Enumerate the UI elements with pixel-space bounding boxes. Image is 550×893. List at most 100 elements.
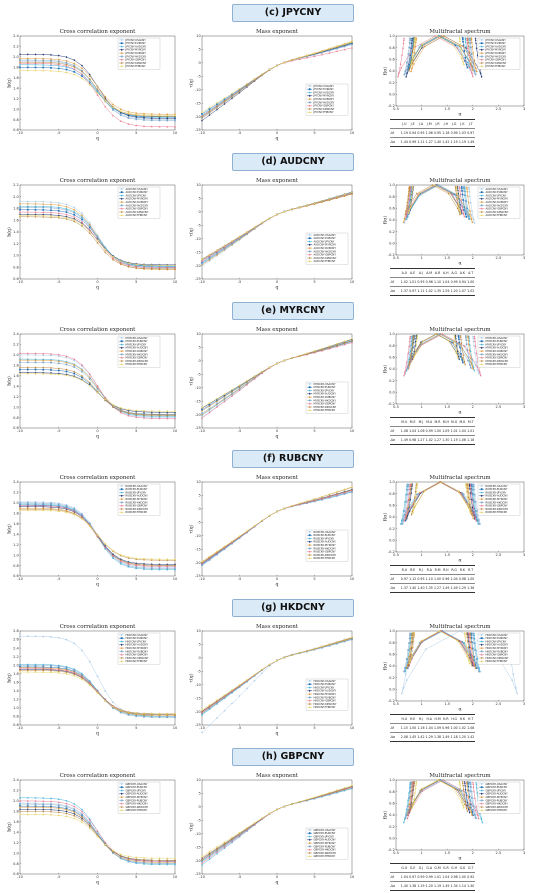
spec-legend-marker (480, 796, 483, 799)
cross-data-point (42, 810, 45, 813)
table-cell: 1.04 (441, 276, 450, 287)
cross-data-point (150, 125, 153, 128)
cross-data-point (73, 220, 76, 223)
cross-data-point (26, 353, 29, 356)
mass-legend-entry: GBPCNY-EURCNY (314, 831, 336, 835)
cross-data-point (19, 206, 21, 208)
spec-legend-entry: GBPCNY-AUDCNY (486, 792, 509, 796)
table-header-cell: G.A (426, 866, 433, 870)
spec-data-point (406, 662, 409, 664)
cross-data-point (135, 412, 138, 416)
mass-legend-entry: MYRCNY-KRWCNY (314, 404, 337, 408)
mass-data-point (313, 350, 316, 353)
table-row: Δα 1.44 0.99 1.11 1.27 1.40 1.42 1.19 1.19 1.49 (390, 137, 475, 147)
cross-data-point (166, 267, 169, 270)
cross-data-point (34, 372, 37, 375)
cross-data-point (81, 808, 83, 811)
cross-data-point (65, 64, 68, 67)
cross-legend-marker (120, 61, 123, 65)
cross-data-point (57, 362, 60, 364)
cross-legend-entry: MYRCNY-EURCNY (126, 339, 148, 343)
spec-chart-title: Multifractal spectrum (429, 29, 491, 35)
table-cell: 1.49 (441, 583, 450, 593)
spec-x-axis-label: α (458, 113, 461, 118)
table-cell: 1.30 (441, 434, 450, 445)
spec-data-point (451, 192, 454, 195)
spec-data-point (469, 58, 472, 61)
cross-y-tick-label: 1.0 (13, 405, 19, 409)
spec-data-point (434, 34, 437, 37)
mass-data-point (276, 659, 278, 662)
spec-legend-entry: JPYCNY-USACNY (485, 38, 507, 42)
table-header-cell: R.K (459, 568, 466, 573)
table-cell: 0.99 (408, 137, 417, 147)
cross-legend-box (117, 633, 161, 665)
spec-legend-entry: MYRCNY-EURCNY (486, 339, 508, 343)
cross-data-point (26, 57, 29, 60)
cross-data-point (50, 368, 52, 371)
cross-y-tick-label: 1.2 (13, 698, 19, 702)
mass-data-point (208, 255, 211, 258)
mass-x-tick-label: 5 (313, 429, 315, 433)
cross-data-point (143, 409, 145, 412)
spec-data-point (410, 781, 412, 784)
mass-data-point (238, 384, 241, 386)
cross-data-point (19, 509, 21, 512)
spec-legend-entry: AUDCNY-HKDCNY (486, 203, 509, 207)
spec-data-point (472, 484, 474, 486)
mass-y-tick-label: 5 (199, 345, 201, 349)
mass-legend-entry: GBPCNY-RUBCNY (314, 844, 337, 848)
spec-data-point (459, 40, 461, 43)
cross-data-point (81, 218, 83, 221)
table-header-cell: A.R (434, 270, 441, 275)
cross-chart-title: Cross correlation exponent (60, 178, 137, 184)
spec-data-point (467, 646, 470, 649)
spec-data-point (416, 484, 419, 487)
cross-data-point (174, 859, 176, 862)
cross-data-point (26, 372, 29, 375)
cross-legend-marker (120, 786, 123, 789)
cross-data-point (150, 117, 153, 120)
spec-data-point (407, 484, 409, 486)
table-header-cell: H.R (443, 717, 449, 722)
spec-data-point (456, 349, 459, 353)
cross-data-point (174, 568, 176, 571)
mass-legend-marker (308, 246, 311, 249)
spec-legend-marker (480, 52, 483, 55)
mass-data-point (216, 249, 218, 252)
spec-data-point (397, 71, 400, 74)
mass-y-tick-label: 5 (199, 494, 201, 498)
spec-data-point (456, 354, 459, 357)
spec-legend-entry: AUDCNY-THBCNY (486, 213, 508, 217)
cross-data-point (104, 398, 107, 400)
spec-data-point (472, 783, 475, 785)
cross-data-point (50, 806, 52, 809)
mass-data-point (268, 812, 271, 815)
cross-legend-entry: JPYCNY-EURCNY (125, 41, 147, 45)
cross-y-tick-label: 2.2 (13, 655, 19, 659)
mass-data-point (291, 505, 293, 507)
spec-legend-marker (480, 39, 483, 41)
mass-data-point (313, 498, 316, 501)
spec-data-point (409, 349, 412, 352)
spec-data-point (462, 784, 464, 787)
spec-data-point (409, 54, 412, 57)
cross-data-point (81, 70, 83, 73)
mass-legend-marker (308, 98, 311, 100)
spec-data-point (406, 204, 409, 207)
cross-data-point (135, 566, 138, 569)
spec-data-point (460, 48, 462, 51)
cross-data-point (26, 214, 29, 217)
spec-data-point (406, 817, 409, 820)
cross-data-point (42, 806, 45, 809)
spec-y-tick-label: 0.0 (389, 390, 395, 394)
spectrum-width-table: H.U H.E H.J H.A H.M H.R H.G H.K H.T Δf 1.15 1.00 1.1… (390, 714, 475, 743)
mass-data-point (291, 208, 293, 210)
spec-data-point (480, 75, 483, 78)
spec-legend-entry: JPYCNY-THBCNY (485, 64, 506, 68)
spec-data-point (421, 790, 424, 792)
table-cell: 0.98 (458, 574, 467, 584)
table-cell: 1.00 (458, 872, 467, 882)
spec-data-point (467, 41, 470, 44)
cross-data-point (135, 861, 138, 864)
